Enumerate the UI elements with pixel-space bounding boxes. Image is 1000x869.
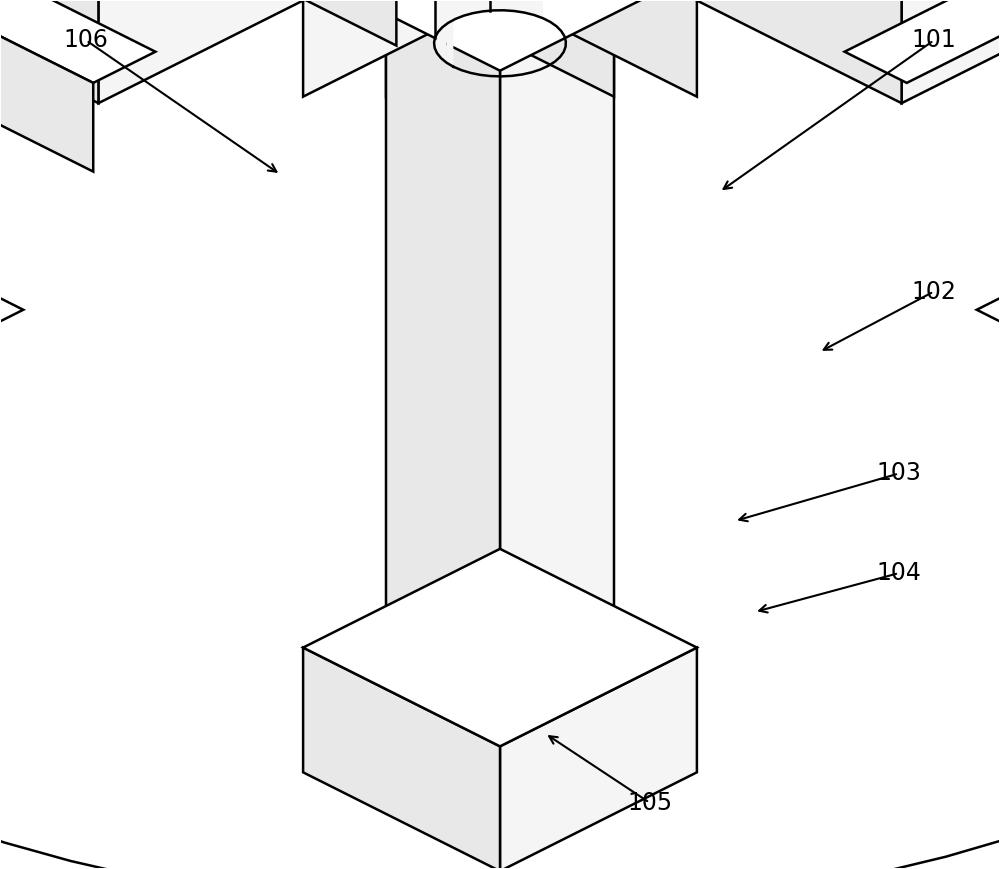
Polygon shape bbox=[437, 0, 441, 58]
Polygon shape bbox=[483, 0, 493, 11]
Polygon shape bbox=[0, 0, 98, 103]
Polygon shape bbox=[98, 0, 1000, 103]
Polygon shape bbox=[0, 0, 902, 103]
Polygon shape bbox=[534, 0, 543, 18]
Polygon shape bbox=[446, 0, 453, 67]
Polygon shape bbox=[500, 647, 697, 869]
Polygon shape bbox=[0, 26, 1000, 869]
Polygon shape bbox=[435, 0, 437, 53]
Polygon shape bbox=[386, 0, 500, 96]
Polygon shape bbox=[441, 0, 446, 63]
Polygon shape bbox=[514, 0, 525, 13]
Polygon shape bbox=[0, 211, 23, 408]
Polygon shape bbox=[435, 0, 438, 37]
Polygon shape bbox=[845, 0, 1000, 83]
Polygon shape bbox=[504, 0, 514, 11]
Polygon shape bbox=[500, 0, 697, 96]
Polygon shape bbox=[473, 0, 483, 13]
Polygon shape bbox=[98, 0, 1000, 12]
Polygon shape bbox=[902, 0, 1000, 103]
Polygon shape bbox=[303, 0, 697, 70]
Text: 105: 105 bbox=[627, 791, 672, 814]
Polygon shape bbox=[438, 0, 442, 32]
Polygon shape bbox=[500, 0, 614, 96]
Polygon shape bbox=[303, 647, 500, 869]
Polygon shape bbox=[464, 0, 473, 16]
Polygon shape bbox=[500, 0, 614, 830]
Polygon shape bbox=[0, 0, 396, 45]
Polygon shape bbox=[0, 0, 1000, 841]
Polygon shape bbox=[0, 0, 902, 12]
Polygon shape bbox=[386, 0, 614, 39]
Polygon shape bbox=[0, 0, 93, 171]
Polygon shape bbox=[386, 0, 500, 830]
Polygon shape bbox=[303, 549, 697, 746]
Polygon shape bbox=[442, 0, 448, 27]
Text: 101: 101 bbox=[911, 29, 956, 52]
Text: 103: 103 bbox=[876, 461, 921, 486]
Text: 102: 102 bbox=[911, 280, 956, 303]
Polygon shape bbox=[977, 211, 1000, 408]
Polygon shape bbox=[303, 0, 500, 96]
Polygon shape bbox=[455, 0, 464, 19]
Text: 106: 106 bbox=[64, 29, 109, 52]
Polygon shape bbox=[434, 0, 435, 43]
Text: 104: 104 bbox=[876, 561, 921, 585]
Polygon shape bbox=[525, 0, 534, 15]
Polygon shape bbox=[493, 0, 504, 10]
Polygon shape bbox=[0, 0, 155, 83]
Polygon shape bbox=[448, 0, 455, 23]
